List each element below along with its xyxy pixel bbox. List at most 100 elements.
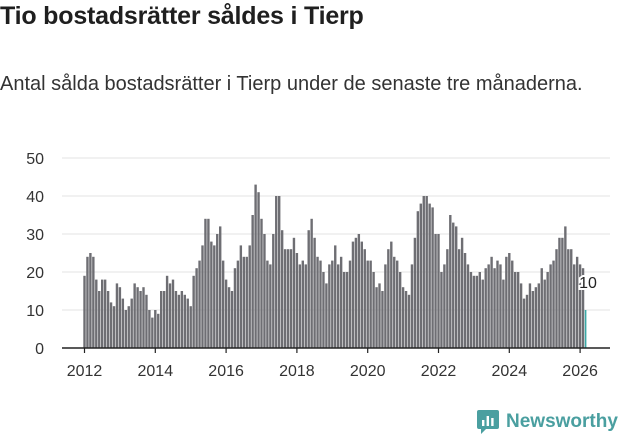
- bar: [369, 260, 372, 348]
- bar: [269, 264, 272, 348]
- bar: [511, 260, 514, 348]
- bar: [124, 310, 127, 348]
- bar: [189, 306, 192, 348]
- x-tick-label: 2014: [138, 363, 174, 380]
- bar: [499, 264, 502, 348]
- bar: [393, 256, 396, 348]
- bar: [183, 294, 186, 348]
- bar: [378, 283, 381, 348]
- bar: [115, 283, 119, 348]
- bar: [404, 291, 408, 348]
- y-tick-label: 20: [26, 265, 44, 282]
- newsworthy-logo[interactable]: Newsworthy: [476, 409, 618, 435]
- bar: [496, 260, 499, 348]
- bar: [101, 279, 104, 348]
- y-axis-labels: 0 10 20 30 40 50: [26, 151, 44, 358]
- brand-name: Newsworthy: [506, 411, 618, 432]
- bar: [431, 207, 434, 348]
- x-tick-label: 2018: [279, 363, 315, 380]
- bar: [266, 260, 269, 348]
- bar: [213, 245, 216, 348]
- bar: [366, 260, 369, 348]
- bar: [372, 272, 375, 348]
- bar: [168, 283, 172, 348]
- bar: [89, 253, 92, 348]
- bar: [398, 272, 402, 348]
- bar: [543, 279, 546, 348]
- bar: [316, 256, 319, 348]
- bar: [425, 196, 428, 348]
- bar: [449, 215, 452, 348]
- bars: [83, 184, 587, 348]
- bar: [180, 291, 184, 348]
- bar: [478, 272, 481, 348]
- bar: [245, 256, 248, 348]
- bar: [561, 237, 564, 348]
- bar: [463, 253, 467, 348]
- bar: [422, 196, 425, 348]
- annotation-label: 10: [579, 275, 597, 292]
- bar: [204, 218, 207, 348]
- bar: [387, 249, 390, 348]
- bar: [525, 294, 529, 348]
- bar: [357, 234, 361, 348]
- bar: [136, 287, 139, 348]
- bar: [540, 268, 543, 348]
- bar: [127, 306, 130, 348]
- bar: [457, 249, 461, 348]
- bar: [401, 287, 405, 348]
- bar: [549, 264, 552, 348]
- bar: [242, 256, 245, 348]
- bar: [505, 256, 508, 348]
- bar: [558, 237, 561, 348]
- bar: [298, 264, 302, 348]
- y-tick-label: 0: [35, 341, 44, 358]
- bar: [103, 279, 107, 348]
- bar: [360, 241, 363, 348]
- bar: [121, 298, 125, 348]
- x-tick-label: 2024: [492, 363, 528, 380]
- bar: [537, 283, 540, 348]
- bar: [413, 237, 417, 348]
- bar: [328, 264, 331, 348]
- bar: [109, 302, 113, 348]
- bar: [481, 279, 484, 348]
- bar: [236, 260, 240, 348]
- bar: [289, 249, 293, 348]
- bar: [475, 275, 479, 348]
- bar: [428, 203, 431, 348]
- bar: [310, 218, 313, 348]
- bar: [363, 249, 366, 348]
- chart-subtitle: Antal sålda bostadsrätter i Tierp under …: [0, 73, 583, 95]
- bar: [112, 306, 116, 348]
- bar: [446, 249, 449, 348]
- bar: [575, 256, 579, 348]
- bar: [348, 260, 352, 348]
- bar: [165, 275, 169, 348]
- bar: [239, 245, 243, 348]
- bar: [139, 291, 142, 348]
- bar: [133, 283, 136, 348]
- x-tick-label: 2016: [208, 363, 244, 380]
- bar: [469, 272, 473, 348]
- bar: [546, 272, 549, 348]
- bar: [160, 291, 163, 348]
- bar: [337, 264, 340, 348]
- bar: [192, 275, 195, 348]
- newsworthy-icon: [477, 410, 499, 434]
- bar: [455, 226, 458, 348]
- bar: [118, 287, 122, 348]
- bar: [142, 287, 145, 348]
- bar: [528, 283, 532, 348]
- x-tick-label: 2022: [421, 363, 457, 380]
- bar: [567, 249, 570, 348]
- bar: [254, 184, 257, 348]
- bar: [219, 226, 222, 348]
- annotation: 10: [577, 273, 599, 294]
- bar: [490, 256, 493, 348]
- bar: [390, 241, 393, 348]
- bar: [157, 313, 160, 348]
- x-tick-label: 2020: [350, 363, 386, 380]
- bar: [381, 291, 384, 348]
- bar: [466, 264, 470, 348]
